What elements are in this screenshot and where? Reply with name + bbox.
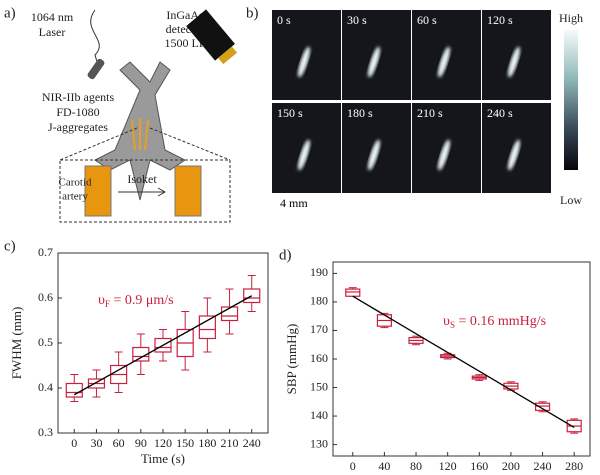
x-tick-label: 280 bbox=[565, 459, 583, 473]
y-tick-label: 170 bbox=[310, 322, 328, 336]
laser-text: Laser bbox=[39, 25, 66, 39]
frame-time: 30 s bbox=[347, 13, 367, 27]
frame-time: 60 s bbox=[417, 13, 437, 27]
y-tick-label: 180 bbox=[310, 294, 328, 308]
colorbar-low: Low bbox=[560, 193, 582, 207]
panel-label: a) bbox=[4, 5, 16, 21]
x-tick-label: 180 bbox=[198, 436, 216, 450]
y-axis-title: SBP (mmHg) bbox=[284, 324, 299, 395]
x-tick-label: 0 bbox=[350, 459, 356, 473]
objective bbox=[186, 9, 238, 65]
vessel-signal bbox=[508, 139, 520, 171]
annotation-text: = 0.9 μm/s bbox=[110, 293, 174, 308]
y-tick-label: 0.3 bbox=[38, 425, 53, 439]
panel-label: b) bbox=[246, 5, 259, 21]
frame-time: 240 s bbox=[487, 106, 513, 120]
vessel-text: Carotid bbox=[59, 177, 92, 189]
vessel-signal bbox=[298, 139, 310, 171]
colorbar bbox=[564, 30, 578, 170]
box bbox=[198, 315, 216, 340]
x-tick-label: 120 bbox=[439, 459, 457, 473]
x-tick-label: 80 bbox=[410, 459, 422, 473]
x-tick-label: 210 bbox=[221, 436, 239, 450]
chart: d) 130 140 150 160 170 180 190 0 40 80 120 160 200 240… bbox=[279, 247, 591, 475]
laser-fiber bbox=[90, 9, 100, 66]
scale-bar-text: 4 mm bbox=[280, 196, 308, 210]
box bbox=[534, 402, 551, 411]
y-tick-label: 150 bbox=[310, 379, 328, 393]
annotation-text: = 0.16 mmHg/s bbox=[455, 314, 546, 329]
drug-text: Isoket bbox=[127, 172, 157, 186]
x-tick-label: 240 bbox=[534, 459, 552, 473]
y-tick-label: 0.5 bbox=[38, 335, 53, 349]
zoom-box bbox=[59, 159, 231, 223]
vessel-signal bbox=[438, 139, 450, 171]
colorbar-high: High bbox=[559, 11, 583, 25]
x-tick-label: 60 bbox=[113, 436, 125, 450]
y-tick-label: 130 bbox=[310, 436, 328, 450]
y-tick-label: 190 bbox=[310, 265, 328, 279]
y-tick-label: 160 bbox=[310, 351, 328, 365]
x-tick-label: 120 bbox=[154, 436, 172, 450]
vessels bbox=[131, 118, 149, 151]
x-tick-label: 240 bbox=[243, 436, 261, 450]
panel-a: a) 1064 nm Laser InGaAs detector 1500 LP… bbox=[4, 5, 238, 223]
x-tick-label: 150 bbox=[176, 436, 194, 450]
annotation-sub: F bbox=[105, 299, 110, 309]
y-tick-label: 0.6 bbox=[38, 290, 53, 304]
chart: c) 0.3 0.4 0.5 0.6 0.7 0 30 60 90 120 150 180 210 240 T… bbox=[4, 238, 269, 466]
y-tick-label: 0.4 bbox=[38, 380, 53, 394]
zoom-lines bbox=[59, 127, 231, 161]
vessel-signal bbox=[508, 46, 520, 78]
vessel-signal bbox=[368, 46, 380, 78]
detector-text: InGaAs bbox=[166, 8, 204, 22]
laser-text: 1064 nm bbox=[31, 10, 74, 24]
annotation-symbol: υ bbox=[443, 314, 450, 329]
vessel-after bbox=[174, 165, 202, 217]
agent-text: FD-1080 bbox=[56, 105, 99, 119]
vessel-signal bbox=[298, 46, 310, 78]
detector-text: 1500 LP bbox=[164, 36, 205, 50]
frame-time: 120 s bbox=[487, 13, 513, 27]
box bbox=[132, 346, 150, 362]
y-axis-title: FWHM (mm) bbox=[9, 307, 24, 380]
box bbox=[345, 288, 361, 297]
plot-frame bbox=[332, 261, 591, 457]
x-tick-label: 160 bbox=[470, 459, 488, 473]
frame-time: 0 s bbox=[277, 13, 291, 27]
annotation: υF = 0.9 μm/s bbox=[98, 293, 174, 309]
x-tick-label: 200 bbox=[502, 459, 520, 473]
fit-line bbox=[73, 295, 253, 396]
x-tick-label: 40 bbox=[378, 459, 390, 473]
agent-text: J-aggregates bbox=[48, 120, 108, 134]
annotation: υS = 0.16 mmHg/s bbox=[443, 314, 546, 330]
vessel-text: artery bbox=[62, 191, 88, 203]
x-tick-label: 30 bbox=[90, 436, 102, 450]
frame-time: 150 s bbox=[277, 106, 303, 120]
arrow bbox=[118, 187, 167, 197]
y-tick-label: 0.7 bbox=[38, 245, 53, 259]
x-tick-label: 90 bbox=[135, 436, 147, 450]
frame-time: 180 s bbox=[347, 106, 373, 120]
vessel-signal bbox=[438, 46, 450, 78]
panel-label: d) bbox=[279, 247, 292, 263]
vessel-before bbox=[84, 165, 112, 217]
agent-text: NIR-IIb agents bbox=[42, 90, 115, 104]
panel-label: c) bbox=[4, 238, 16, 254]
laser-head bbox=[87, 58, 105, 80]
panel-b: b) High Low 0 s 30 s 60 s 120 s 150 s 180 s 21… bbox=[246, 5, 583, 209]
vessel-signal bbox=[368, 139, 380, 171]
frame-time: 210 s bbox=[417, 106, 443, 120]
box bbox=[65, 382, 83, 398]
x-axis-title: Time (s) bbox=[141, 451, 185, 466]
annotation-symbol: υ bbox=[98, 293, 105, 308]
box bbox=[220, 306, 239, 322]
x-axis-title: Time (s) bbox=[440, 474, 484, 475]
y-tick-label: 140 bbox=[310, 408, 328, 422]
annotation-sub: S bbox=[450, 320, 455, 330]
fit-line bbox=[352, 295, 575, 429]
x-tick-label: 0 bbox=[71, 436, 77, 450]
